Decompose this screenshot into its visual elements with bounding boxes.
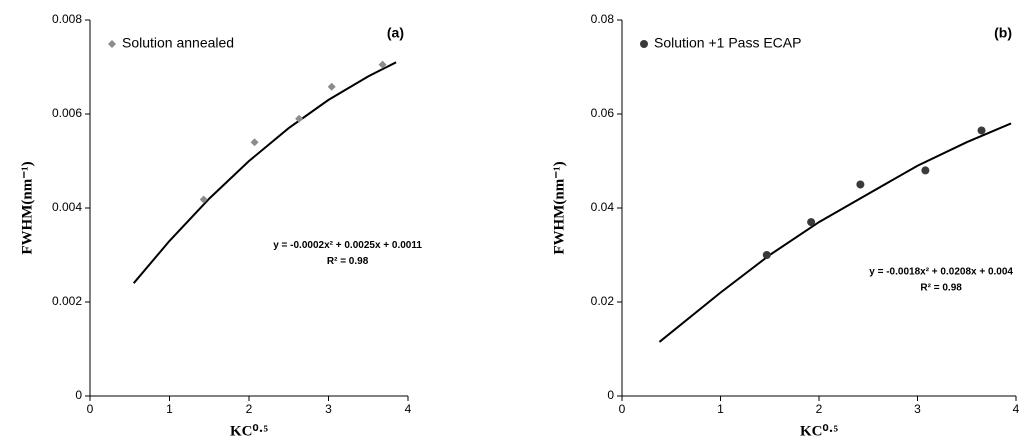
point — [977, 126, 986, 135]
y-tick-label: 0.002 — [52, 294, 82, 308]
panel-label: (b) — [994, 25, 1012, 41]
point — [856, 180, 865, 189]
x-tick-label: 0 — [619, 402, 626, 416]
x-tick-label: 0 — [87, 402, 94, 416]
legend-marker — [108, 40, 116, 48]
point — [199, 195, 208, 204]
y-tick-label: 0.08 — [591, 12, 615, 26]
point — [327, 82, 336, 91]
y-tick-label: 0.008 — [52, 12, 82, 26]
x-tick-label: 4 — [1013, 402, 1020, 416]
point — [762, 251, 771, 259]
trendline — [132, 61, 397, 284]
y-tick-label: 0 — [607, 388, 614, 402]
y-tick-label: 0.004 — [52, 200, 82, 214]
point — [378, 60, 387, 69]
x-tick-label: 1 — [166, 402, 173, 416]
legend-label: Solution +1 Pass ECAP — [654, 35, 801, 51]
y-axis-title: FWHM(nm⁻¹) — [551, 161, 567, 254]
y-tick-label: 0 — [75, 388, 82, 402]
annotation: R² = 0.98 — [327, 256, 369, 267]
x-tick-label: 3 — [325, 402, 332, 416]
point — [295, 114, 304, 123]
y-tick-label: 0.02 — [591, 294, 615, 308]
y-tick-label: 0.04 — [591, 200, 615, 214]
point — [807, 218, 816, 227]
trendline — [658, 122, 1012, 343]
point — [250, 138, 259, 147]
legend-label: Solution annealed — [122, 35, 234, 51]
legend-marker — [640, 40, 648, 48]
x-tick-label: 1 — [717, 402, 724, 416]
annotation: y = -0.0018x² + 0.0208x + 0.004 — [869, 267, 1013, 278]
x-tick-label: 4 — [405, 402, 412, 416]
annotation: R² = 0.98 — [920, 283, 962, 294]
panel-label: (a) — [387, 25, 404, 41]
y-axis-title: FWHM(nm⁻¹) — [19, 161, 35, 254]
x-axis-title: KC⁰·⁵ — [800, 423, 839, 439]
annotation: y = -0.0002x² + 0.0025x + 0.0011 — [273, 240, 422, 251]
x-tick-label: 2 — [246, 402, 253, 416]
x-axis-title: KC⁰·⁵ — [230, 423, 269, 439]
y-tick-label: 0.006 — [52, 106, 82, 120]
x-tick-label: 3 — [914, 402, 921, 416]
point — [921, 166, 930, 175]
x-tick-label: 2 — [816, 402, 823, 416]
y-tick-label: 0.06 — [591, 106, 615, 120]
